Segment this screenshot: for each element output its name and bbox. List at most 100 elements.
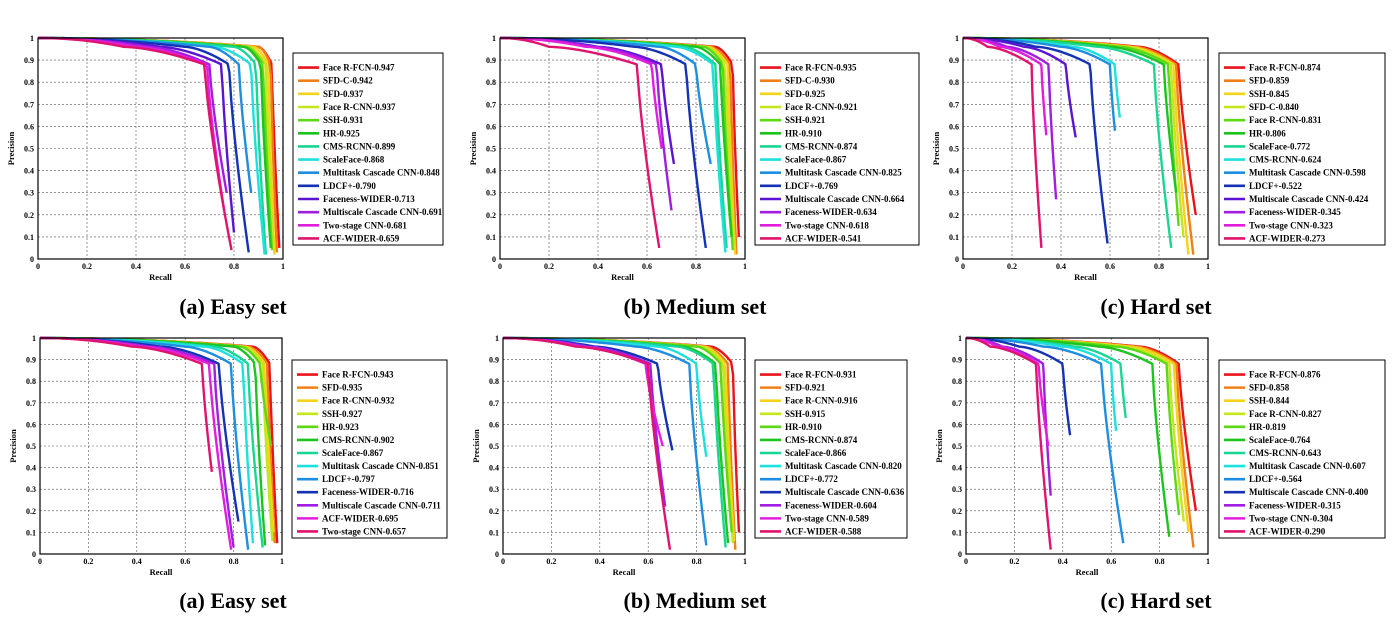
x-tick-label: 0.8 — [229, 557, 239, 566]
y-tick-label: 0.8 — [24, 78, 34, 87]
legend-entry: Face R-CNN-0.831 — [1249, 115, 1322, 125]
x-tick-label: 0.2 — [82, 262, 92, 271]
x-tick-label: 0 — [964, 557, 968, 566]
legend-box — [1218, 52, 1386, 246]
plot-frame — [37, 37, 284, 260]
series-curve-11 — [503, 336, 667, 507]
y-tick-label: 0.7 — [24, 100, 34, 109]
legend-entry: SSH-0.915 — [785, 409, 826, 419]
x-tick-label: 0.8 — [1154, 262, 1164, 271]
y-tick-label: 0.2 — [489, 507, 499, 516]
y-tick-label: 0.2 — [26, 507, 36, 516]
y-tick-label: 0.9 — [949, 56, 959, 65]
legend-entry: HR-0.910 — [785, 422, 822, 432]
panel-caption: (b) Medium set — [624, 294, 768, 319]
x-axis-label: Recall — [1076, 567, 1099, 577]
x-tick-label: 0 — [36, 262, 40, 271]
series-curve-4 — [966, 336, 1185, 522]
legend-entry: ScaleFace-0.772 — [1249, 141, 1311, 151]
legend-entry: Faceness-WIDER-0.716 — [322, 487, 414, 497]
legend-entry: CMS-RCNN-0.899 — [323, 141, 396, 151]
series-curve-3 — [500, 36, 737, 255]
y-tick-label: 0.9 — [952, 356, 962, 365]
legend-entry: Multitask Cascade CNN-0.598 — [1249, 168, 1366, 178]
series-curve-6 — [966, 336, 1171, 537]
legend-entry: ScaleFace-0.867 — [322, 448, 384, 458]
legend-entry: LDCF+-0.522 — [1249, 181, 1302, 191]
legend-entry: Faceness-WIDER-0.634 — [785, 207, 877, 217]
legend-entry: SSH-0.927 — [322, 409, 363, 419]
x-axis-label: Recall — [149, 272, 172, 282]
y-tick-label: 0.3 — [489, 485, 499, 494]
y-tick-label: 0.9 — [486, 56, 496, 65]
x-tick-label: 0.4 — [593, 262, 603, 271]
x-tick-label: 1 — [743, 262, 747, 271]
legend-entry: CMS-RCNN-0.643 — [1249, 448, 1322, 458]
y-tick-label: 0 — [495, 550, 499, 559]
legend-entry: ACF-WIDER-0.273 — [1249, 233, 1326, 243]
x-tick-label: 1 — [1206, 557, 1210, 566]
x-axis-label: Recall — [150, 567, 173, 577]
legend-box — [754, 359, 908, 539]
series-curve-12 — [500, 36, 673, 211]
legend-entry: SFD-C-0.930 — [785, 76, 835, 86]
y-tick-label: 0.7 — [489, 399, 499, 408]
x-tick-label: 0.8 — [1155, 557, 1165, 566]
y-tick-label: 0.6 — [952, 420, 962, 429]
series-curve-5 — [963, 36, 1180, 226]
legend-entry: ACF-WIDER-0.588 — [785, 526, 862, 536]
y-tick-label: 0.6 — [489, 420, 499, 429]
chart-panel-5: 0 0.2 0.4 0.6 0.8 1 0 0.1 0.2 0.3 0.4 0.5 0.6 0.7 0.8 0… — [471, 334, 908, 613]
legend-entry: ScaleFace-0.764 — [1249, 435, 1311, 445]
y-tick-label: 0.3 — [952, 485, 962, 494]
y-tick-label: 1 — [32, 334, 36, 343]
x-axis-label: Recall — [1074, 272, 1097, 282]
series-curve-13 — [500, 36, 663, 149]
y-axis-label: Precision — [468, 132, 478, 166]
series-curve-13 — [962, 36, 1048, 136]
legend-entry: Two-stage CNN-0.304 — [1249, 513, 1333, 523]
panel-caption: (b) Medium set — [624, 588, 768, 613]
plot-frame — [39, 337, 283, 555]
series-curve-10 — [500, 36, 707, 249]
legend-entry: Multiscale Cascade CNN-0.636 — [785, 487, 905, 497]
y-tick-label: 0.6 — [486, 122, 496, 131]
legend-entry: CMS-RCNN-0.624 — [1249, 155, 1322, 165]
y-tick-label: 0.9 — [26, 356, 36, 365]
x-tick-label: 0.2 — [1009, 557, 1019, 566]
x-tick-label: 0.6 — [180, 557, 190, 566]
legend-entry: Face R-CNN-0.916 — [785, 396, 858, 406]
y-tick-label: 0.4 — [952, 464, 962, 473]
y-tick-label: 0.8 — [486, 78, 496, 87]
y-tick-label: 0.6 — [24, 122, 34, 131]
panel-caption: (c) Hard set — [1100, 294, 1212, 319]
legend-entry: HR-0.806 — [1249, 128, 1286, 138]
legend-entry: LDCF+-0.564 — [1249, 474, 1302, 484]
legend-entry: Multitask Cascade CNN-0.848 — [323, 168, 440, 178]
legend-box — [291, 359, 448, 539]
legend-entry: Face R-CNN-0.937 — [323, 102, 396, 112]
series-curve-8 — [38, 36, 266, 255]
y-tick-label: 0.6 — [26, 420, 36, 429]
y-axis-label: Precision — [934, 429, 944, 463]
x-tick-label: 0.6 — [180, 262, 190, 271]
y-tick-label: 0.5 — [486, 145, 496, 154]
legend-entry: HR-0.910 — [785, 128, 822, 138]
x-tick-label: 0 — [38, 557, 42, 566]
chart-panel-2: 0 0.2 0.4 0.6 0.8 1 0 0.1 0.2 0.3 0.4 0.5 0.6 0.7 0.8 0… — [468, 34, 920, 319]
x-tick-label: 0.2 — [546, 557, 556, 566]
y-tick-label: 0.3 — [24, 189, 34, 198]
plot-frame — [962, 37, 1209, 260]
series-curve-13 — [965, 336, 1052, 550]
legend-entry: Faceness-WIDER-0.604 — [785, 500, 877, 510]
legend-entry: SFD-0.858 — [1249, 383, 1290, 393]
legend-entry: Face R-FCN-0.931 — [785, 370, 857, 380]
series-curve-13 — [503, 336, 672, 550]
x-tick-label: 0 — [498, 262, 502, 271]
legend-entry: SSH-0.845 — [1249, 89, 1290, 99]
y-tick-label: 1 — [30, 34, 34, 43]
x-tick-label: 0.4 — [595, 557, 605, 566]
y-tick-label: 0.6 — [949, 122, 959, 131]
y-tick-label: 0.7 — [486, 100, 496, 109]
series-curve-4 — [963, 36, 1185, 238]
